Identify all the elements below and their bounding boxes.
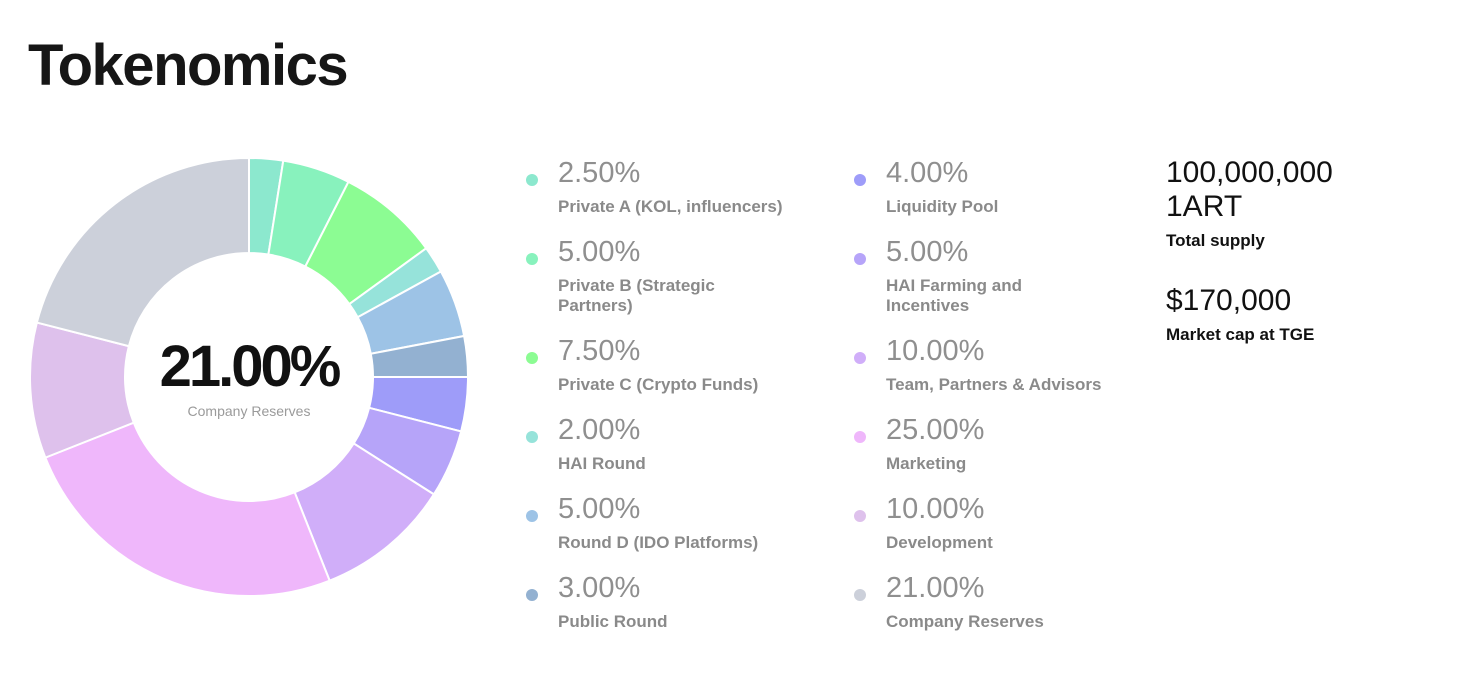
legend-name: HAI Round — [558, 454, 646, 473]
center-value: 21.00% — [159, 334, 342, 399]
legend-dot — [854, 589, 866, 601]
legend-name: HAI Farming and Incentives — [886, 276, 1023, 315]
legend-dot — [526, 589, 538, 601]
legend-dot — [526, 431, 538, 443]
legend-dot — [526, 510, 538, 522]
donut-chart — [29, 156, 470, 597]
legend-pct: 5.00% — [558, 236, 641, 268]
legend-pct: 2.50% — [558, 157, 641, 189]
total-supply-value: 100,000,000 1ART — [1166, 156, 1333, 223]
legend-pct: 2.00% — [558, 414, 641, 446]
legend-dot — [854, 510, 866, 522]
legend-name: Private B (Strategic Partners) — [558, 276, 715, 315]
legend-name: Team, Partners & Advisors — [886, 375, 1102, 394]
legend-name: Private C (Crypto Funds) — [558, 375, 759, 394]
legend-name: Liquidity Pool — [886, 197, 999, 216]
legend-name: Development — [886, 533, 993, 552]
legend-dot — [526, 253, 538, 265]
legend-dot — [854, 352, 866, 364]
legend-pct: 10.00% — [886, 493, 985, 525]
legend-pct: 5.00% — [886, 236, 969, 268]
legend-pct: 21.00% — [886, 572, 985, 604]
market-cap-value: $170,000 — [1166, 284, 1292, 317]
legend-pct: 10.00% — [886, 335, 985, 367]
total-supply-label: Total supply — [1166, 231, 1265, 250]
legend-dot — [854, 174, 866, 186]
legend-dot — [526, 352, 538, 364]
legend-pct: 7.50% — [558, 335, 641, 367]
legend-name: Round D (IDO Platforms) — [558, 533, 759, 552]
legend-pct: 5.00% — [558, 493, 641, 525]
donut-slice-marketing[interactable] — [44, 421, 331, 597]
legend-name: Marketing — [886, 454, 967, 473]
legend-dot — [854, 253, 866, 265]
page-title: Tokenomics — [28, 33, 349, 98]
legend-name: Company Reserves — [886, 612, 1044, 631]
donut-slice-company-reserves[interactable] — [35, 156, 250, 348]
market-cap-label: Market cap at TGE — [1166, 325, 1315, 344]
legend-pct: 3.00% — [558, 572, 641, 604]
legend-pct: 4.00% — [886, 157, 969, 189]
legend-pct: 25.00% — [886, 414, 985, 446]
legend-dot — [854, 431, 866, 443]
legend-name: Public Round — [558, 612, 668, 631]
legend-dot — [526, 174, 538, 186]
legend-name: Private A (KOL, influencers) — [558, 197, 783, 216]
center-label: Company Reserves — [187, 403, 311, 419]
